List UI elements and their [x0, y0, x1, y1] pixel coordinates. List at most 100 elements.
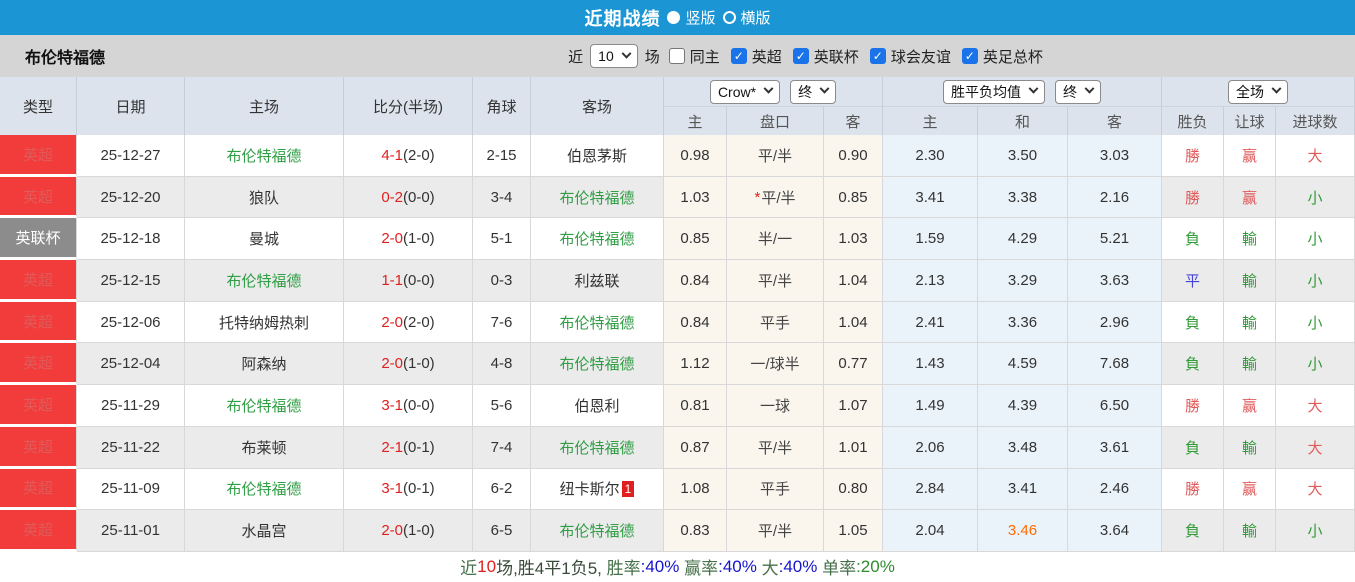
- league-epl-checkbox[interactable]: ✓: [730, 48, 747, 64]
- away-team-cell: 利兹联: [531, 260, 664, 302]
- score-cell: 2-0 (2-0): [344, 301, 473, 344]
- result-wdl: 勝: [1162, 176, 1224, 219]
- halftime-score: (1-0): [403, 355, 435, 373]
- league-cup-checkbox[interactable]: ✓: [792, 48, 809, 64]
- avg-draw-odds: 3.38: [978, 176, 1068, 219]
- same-home-checkbox[interactable]: [668, 48, 685, 64]
- avg-home-odds: 1.59: [883, 218, 978, 261]
- handicap-home-odds: 1.12: [664, 343, 727, 386]
- avg-time-select[interactable]: 终: [1055, 79, 1101, 104]
- away-team: 纽卡斯尔: [559, 481, 620, 499]
- table-row: 英超 25-12-20 狼队 0-2 (0-0) 3-4 布伦特福德 1.03 *…: [0, 176, 1355, 219]
- league-friendly-checkbox[interactable]: ✓: [869, 48, 886, 64]
- radio-checked-icon[interactable]: [667, 11, 681, 24]
- result-wdl: 負: [1162, 301, 1224, 344]
- handicap-line-cell: 平手: [727, 468, 824, 511]
- score-cell: 3-1 (0-0): [344, 385, 473, 427]
- halftime-score: (0-0): [403, 271, 435, 289]
- score-cell: 2-1 (0-1): [344, 426, 473, 469]
- fulltime-score: 2-0: [381, 313, 403, 331]
- handicap-away-odds: 0.77: [824, 343, 883, 386]
- changed-line-star: *: [754, 188, 761, 206]
- table-row: 英超 25-12-27 布伦特福德 4-1 (2-0) 2-15 伯恩茅斯 0.9…: [0, 135, 1355, 177]
- sub-header-avg-away: 客: [1068, 107, 1162, 135]
- avg-away-odds: 3.63: [1068, 260, 1162, 302]
- handicap-away-odds: 1.01: [824, 426, 883, 469]
- same-home-label: 同主: [689, 48, 720, 66]
- score-cell: 2-0 (1-0): [344, 343, 473, 386]
- league-badge: 英超: [0, 510, 77, 552]
- match-count-select[interactable]: 10: [590, 44, 638, 68]
- avg-draw-odds: 4.59: [978, 343, 1068, 386]
- away-team: 布伦特福德: [559, 314, 635, 332]
- away-team: 布伦特福德: [559, 189, 635, 207]
- fulltime-score: 4-1: [381, 146, 403, 164]
- table-row: 英超 25-12-15 布伦特福德 1-1 (0-0) 0-3 利兹联 0.84 …: [0, 260, 1355, 302]
- halftime-score: (0-0): [403, 396, 435, 414]
- handicap-line: 平/半: [757, 523, 793, 541]
- result-handicap: 輸: [1224, 260, 1276, 302]
- result-wdl: 負: [1162, 343, 1224, 386]
- avg-draw-odds: 3.50: [978, 135, 1068, 177]
- handicap-time-select[interactable]: 终: [790, 79, 837, 104]
- handicap-select-group: Crow* 终: [664, 77, 883, 107]
- home-team: 托特纳姆热刺: [185, 301, 344, 344]
- handicap-home-odds: 1.08: [664, 468, 727, 511]
- league-badge: 英超: [0, 176, 77, 219]
- avg-home-odds: 2.04: [883, 510, 978, 552]
- table-row: 英超 25-12-06 托特纳姆热刺 2-0 (2-0) 7-6 布伦特福德 0.…: [0, 301, 1355, 344]
- corner-score: 7-6: [473, 301, 531, 344]
- fulltime-score: 0-2: [381, 188, 403, 206]
- league-badge: 英超: [0, 385, 77, 427]
- bookmaker-select[interactable]: Crow*: [709, 79, 781, 104]
- league-facup-checkbox[interactable]: ✓: [961, 48, 978, 64]
- table-body: 英超 25-12-27 布伦特福德 4-1 (2-0) 2-15 伯恩茅斯 0.9…: [0, 135, 1355, 552]
- away-team: 布伦特福德: [559, 439, 635, 457]
- avg-home-odds: 2.06: [883, 426, 978, 469]
- radio-unchecked-icon[interactable]: [722, 11, 736, 24]
- league-badge: 英超: [0, 135, 77, 177]
- result-goals: 小: [1276, 260, 1355, 302]
- match-date: 25-11-22: [77, 426, 185, 469]
- layout-radio-vertical[interactable]: 竖版: [667, 7, 716, 28]
- title-bar: 近期战绩 竖版 横版: [0, 0, 1355, 35]
- league-badge: 英联杯: [0, 218, 77, 261]
- radio-horizontal-label[interactable]: 横版: [740, 10, 771, 27]
- handicap-away-odds: 1.04: [824, 260, 883, 302]
- home-team: 狼队: [185, 176, 344, 219]
- table-row: 英超 25-12-04 阿森纳 2-0 (1-0) 4-8 布伦特福德 1.12 …: [0, 343, 1355, 386]
- table-row: 英超 25-11-29 布伦特福德 3-1 (0-0) 5-6 伯恩利 0.81 …: [0, 385, 1355, 427]
- home-team: 曼城: [185, 218, 344, 261]
- away-team-cell: 伯恩利: [531, 385, 664, 427]
- scope-select[interactable]: 全场: [1228, 79, 1288, 104]
- avg-home-odds: 1.49: [883, 385, 978, 427]
- handicap-line: 平手: [759, 481, 790, 499]
- handicap-away-odds: 1.07: [824, 385, 883, 427]
- summary-line: 近 10 场,胜4平1负5, 胜率:40% 赢率:40% 大:40% 单率:20%: [0, 552, 1355, 582]
- handicap-home-odds: 0.81: [664, 385, 727, 427]
- radio-vertical-label[interactable]: 竖版: [685, 10, 716, 27]
- sub-header-wdl: 胜负: [1162, 107, 1224, 135]
- handicap-away-odds: 1.05: [824, 510, 883, 552]
- avg-away-odds: 2.96: [1068, 301, 1162, 344]
- chevron-down-icon: [819, 83, 830, 94]
- away-team-cell: 布伦特福德: [531, 426, 664, 469]
- layout-radio-horizontal[interactable]: 横版: [722, 7, 771, 28]
- result-goals: 大: [1276, 468, 1355, 511]
- corner-score: 2-15: [473, 135, 531, 177]
- table-header: 类型 日期 主场 比分(半场) 角球 客场 Crow* 终 胜平负均值 终 全场…: [0, 77, 1355, 135]
- result-handicap: 赢: [1224, 135, 1276, 177]
- avg-odds-select[interactable]: 胜平负均值: [943, 79, 1045, 104]
- away-team: 布伦特福德: [559, 231, 635, 249]
- league-badge: 英超: [0, 301, 77, 344]
- fulltime-score: 2-0: [381, 230, 403, 248]
- halftime-score: (0-1): [403, 480, 435, 498]
- summary-segment: 10: [477, 556, 497, 576]
- corner-score: 4-8: [473, 343, 531, 386]
- avg-draw-odds: 3.29: [978, 260, 1068, 302]
- avg-away-odds: 2.46: [1068, 468, 1162, 511]
- match-date: 25-12-04: [77, 343, 185, 386]
- summary-segment: :20%: [856, 556, 895, 576]
- result-handicap: 赢: [1224, 468, 1276, 511]
- avg-away-odds: 5.21: [1068, 218, 1162, 261]
